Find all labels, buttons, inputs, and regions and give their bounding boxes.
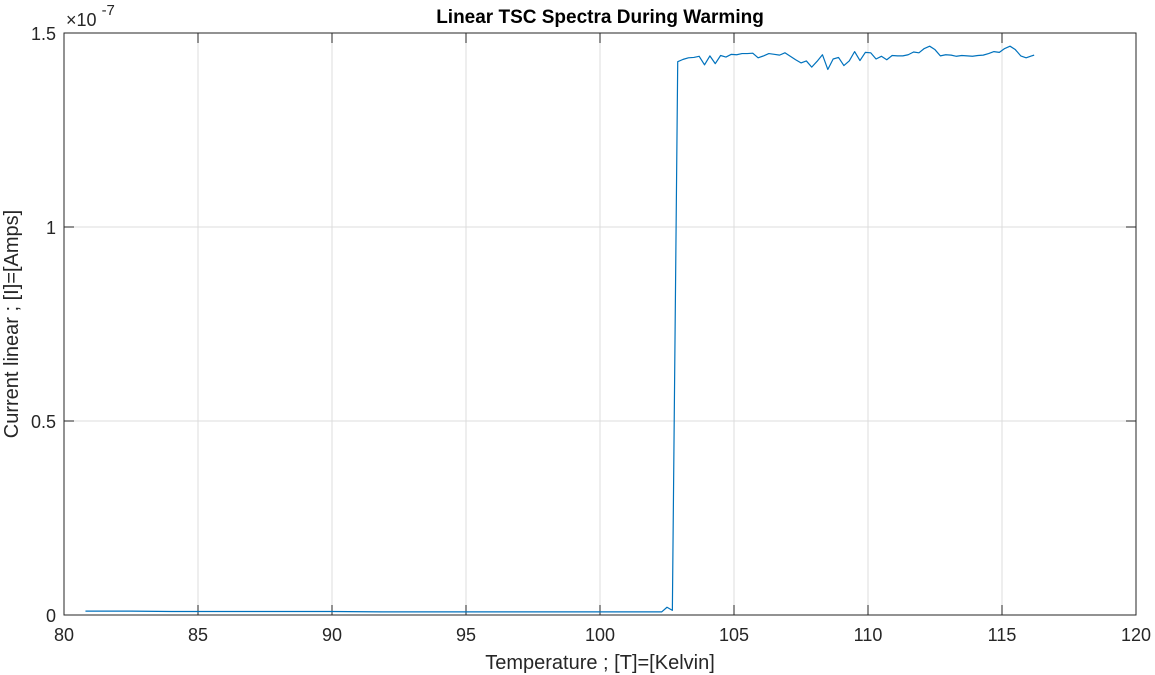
x-tick-label: 110 <box>854 625 883 645</box>
series-layer <box>85 45 1035 613</box>
axis-exponent-power: -7 <box>102 2 115 19</box>
y-tick-label: 0 <box>46 606 56 626</box>
plot-frame <box>63 32 1137 616</box>
x-tick-labels: 80 85 90 95 100 105 110 115 120 <box>54 625 1151 645</box>
x-tick-label: 115 <box>988 625 1017 645</box>
x-tick-label: 105 <box>719 625 749 645</box>
x-tick-label: 85 <box>188 625 208 645</box>
chart-title: Linear TSC Spectra During Warming <box>436 7 764 28</box>
axis-exponent: ×10 -7 <box>66 2 115 30</box>
x-tick-label: 120 <box>1121 625 1151 645</box>
x-tick-label: 90 <box>322 625 342 645</box>
series-line <box>85 45 1035 613</box>
x-tick-label: 100 <box>585 625 615 645</box>
axis-exponent-base: ×10 <box>66 10 97 30</box>
y-tick-label: 0.5 <box>31 412 56 432</box>
x-axis-label: Temperature ; [T]=[Kelvin] <box>485 652 715 674</box>
x-tick-label: 95 <box>456 625 476 645</box>
y-tick-label: 1.5 <box>31 24 56 44</box>
y-tick-label: 1 <box>46 218 56 238</box>
y-axis-label: Current linear ; [I]=[Amps] <box>1 210 23 438</box>
y-tick-labels: 0 0.5 1 1.5 <box>31 24 56 626</box>
x-tick-label: 80 <box>54 625 74 645</box>
